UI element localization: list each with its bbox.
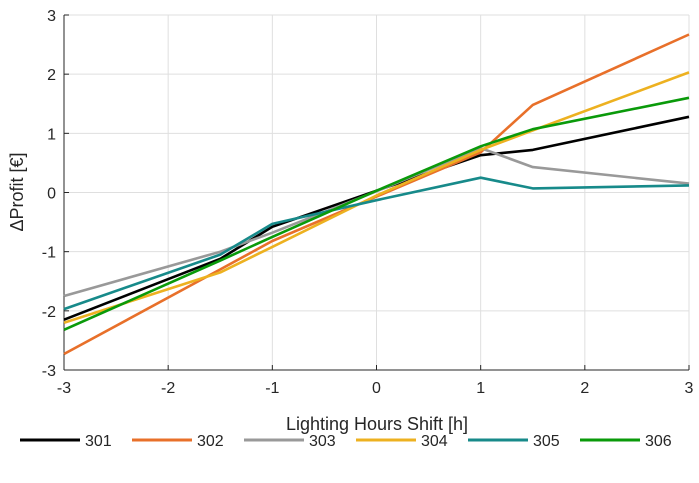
x-tick-label: 0 [372,380,381,397]
series-line-306 [63,96,690,331]
legend-label: 304 [421,433,448,450]
x-axis-label: Lighting Hours Shift [h] [286,414,468,434]
series-lines [63,33,690,356]
x-tick-label: -3 [57,380,71,397]
axes [63,14,690,371]
legend-item-302: 302 [132,433,224,450]
legend-label: 305 [533,433,560,450]
x-tick-label: 2 [580,380,589,397]
legend-label: 302 [197,433,224,450]
legend-item-306: 306 [580,433,672,450]
legend-label: 301 [85,433,112,450]
legend-item-304: 304 [356,433,448,450]
x-tick-label: 1 [476,380,485,397]
legend-item-303: 303 [244,433,336,450]
y-tick-label: 2 [47,67,56,84]
x-tick-label: -1 [265,380,279,397]
legend-label: 306 [645,433,672,450]
y-tick-label: 1 [47,126,56,143]
y-axis-label: ΔProfit [€] [7,152,27,231]
x-tick-label: -2 [161,380,175,397]
legend-item-305: 305 [468,433,560,450]
grid [63,14,690,371]
y-tick-label: 3 [47,8,56,25]
y-tick-label: -1 [42,245,56,262]
y-tick-label: -3 [42,363,56,380]
y-tick-label: 0 [47,186,56,203]
y-tick-label: -2 [42,304,56,321]
x-tick-label: 3 [685,380,694,397]
tick-labels: -3 -2 -1 0 1 2 3 -3 -2 -1 0 1 2 3 [42,8,694,397]
legend: 301 302 303 304 305 306 [20,433,672,450]
series-line-305 [63,176,690,311]
legend-item-301: 301 [20,433,112,450]
legend-label: 303 [309,433,336,450]
